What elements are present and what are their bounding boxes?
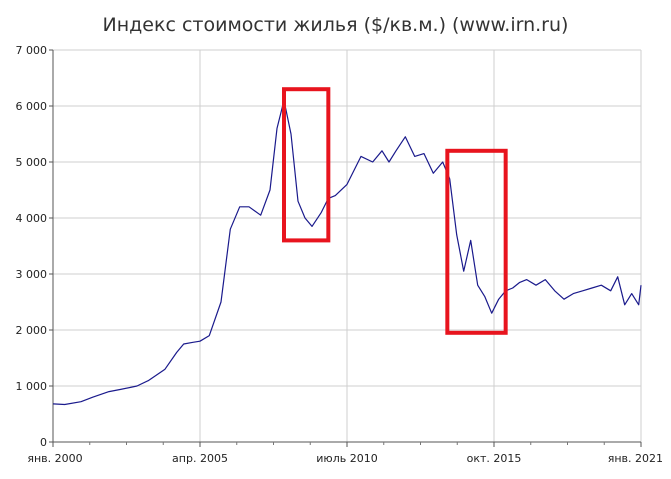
y-tick-label: 1 000 — [16, 380, 48, 393]
y-tick-label: 3 000 — [16, 268, 48, 281]
chart-title: Индекс стоимости жилья ($/кв.м.) (www.ir… — [102, 14, 569, 36]
annotation-group — [282, 87, 508, 335]
x-tick-label: апр. 2005 — [172, 452, 228, 465]
y-tick-label: 0 — [40, 436, 47, 449]
x-axis-ticks: янв. 2000 апр. 2005 июль 2010 окт. 2015 янв.… — [27, 442, 663, 465]
highlight-rectangle — [282, 87, 331, 243]
x-tick-label: янв. 2000 — [27, 452, 82, 465]
grid-lines — [53, 49, 642, 442]
y-tick-label: 4 000 — [16, 212, 48, 225]
series-group — [52, 99, 642, 406]
x-tick-label: янв. 2021 — [608, 452, 663, 465]
series-line — [52, 99, 642, 406]
y-tick-label: 6 000 — [16, 100, 48, 113]
x-tick-label: окт. 2015 — [467, 452, 522, 465]
y-axis-ticks: 0 1 000 2 000 3 000 4 000 5 000 6 000 7 000 — [16, 44, 53, 449]
y-tick-label: 2 000 — [16, 324, 48, 337]
y-tick-label: 7 000 — [16, 44, 48, 57]
y-tick-label: 5 000 — [16, 156, 48, 169]
x-tick-label: июль 2010 — [316, 452, 377, 465]
highlight-rectangle — [445, 148, 508, 335]
